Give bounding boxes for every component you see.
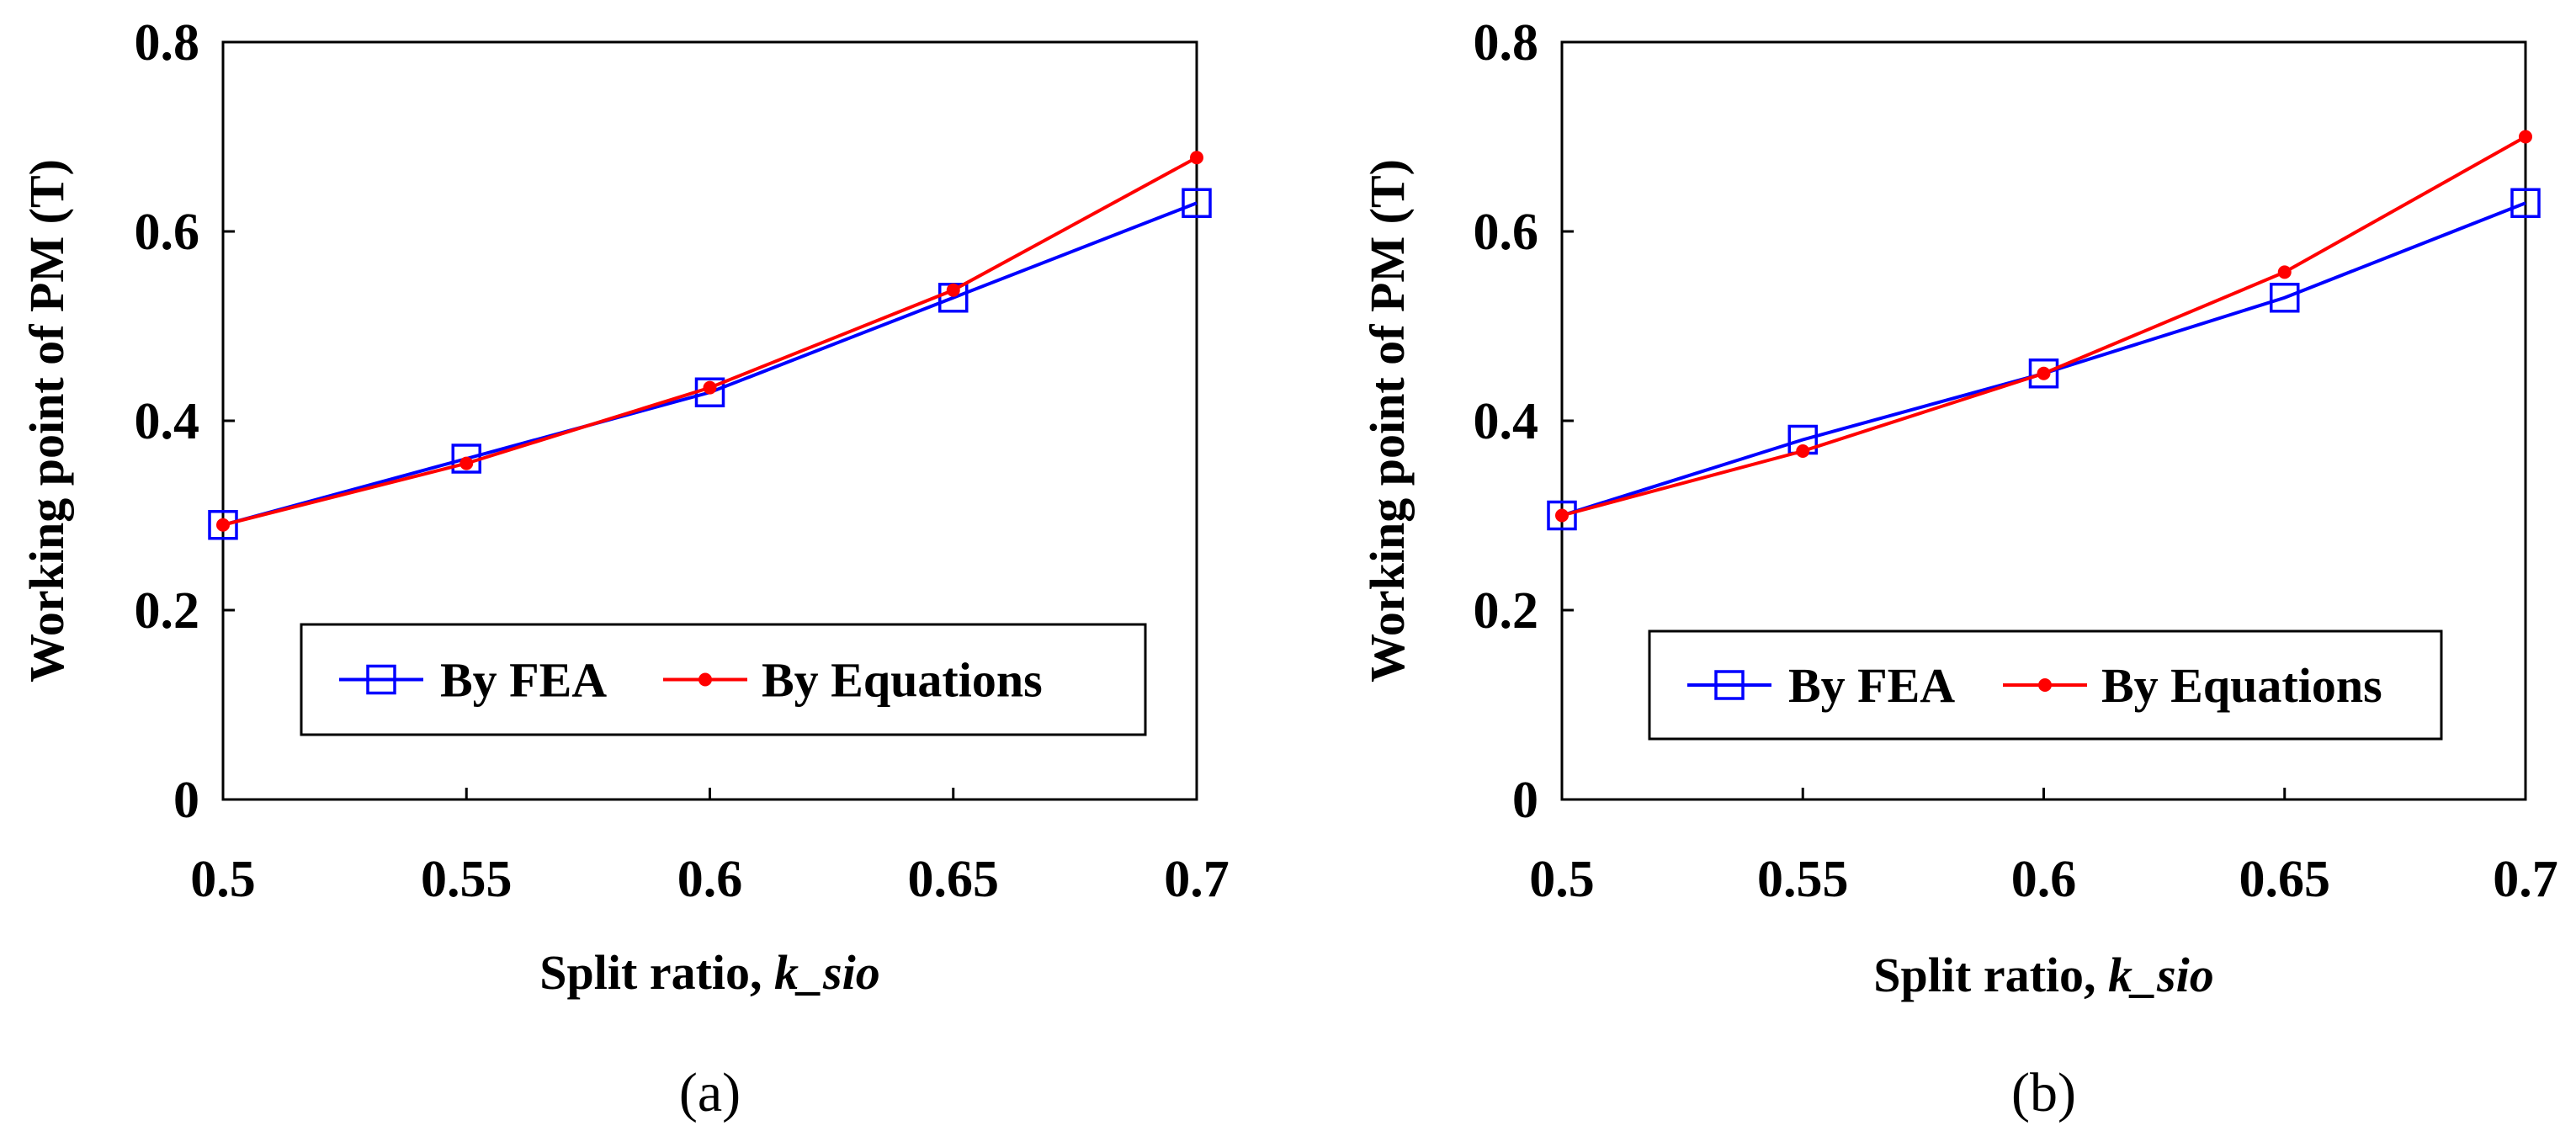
chart-a-legend-entry-equations-label: By Equations: [762, 653, 1043, 708]
chart-b-x-tick-label: 0.6: [2011, 851, 2077, 908]
chart-a-x-tick-label: 0.55: [421, 851, 513, 908]
chart-b-y-tick-label: 0: [1512, 772, 1538, 829]
chart-a-x-tick-label: 0.7: [1164, 851, 1230, 908]
chart-b-legend-entry-fea-label: By FEA: [1788, 658, 1955, 713]
chart-b-legend-entry-equations-label: By Equations: [2101, 658, 2382, 713]
chart-a-y-axis-title: Working point of PM (T): [19, 159, 74, 683]
chart-a-series-fea-line: [222, 201, 1198, 527]
chart-b-series-equations-line: [1561, 135, 2526, 518]
chart-b-series-fea-point: [1547, 500, 1577, 531]
chart-a-series-equations-point: [946, 283, 960, 297]
chart-a-y-tick-label: 0.6: [135, 204, 200, 261]
chart-b-x-tick-label: 0.7: [2493, 851, 2558, 908]
chart-b-y-axis-title: Working point of PM (T): [1360, 159, 1415, 683]
chart-a-legend: By FEA By Equations: [300, 623, 1147, 736]
chart-a-series-equations-line: [222, 156, 1198, 527]
chart-a-series-fea-point: [208, 510, 238, 540]
chart-a-y-tick-label: 0.8: [135, 14, 200, 72]
chart-b-series-equations-point: [2037, 366, 2051, 380]
chart-b-series-fea-point: [2270, 283, 2300, 313]
chart-b-y-tick-label: 0.8: [1474, 14, 1539, 72]
chart-b-series-equations-point: [2277, 265, 2292, 279]
chart-a-series-equations-point: [1190, 151, 1203, 165]
chart-a-y-tick-label: 0.2: [135, 582, 200, 640]
chart-b-y-tick-label: 0.6: [1474, 204, 1539, 261]
chart-b-x-tick-label: 0.65: [2239, 851, 2331, 908]
chart-a-series-equations-point: [216, 518, 230, 532]
chart-a-series-fea-point: [1182, 188, 1212, 218]
chart-b-panel-label: (b): [2011, 1062, 2076, 1123]
chart-b: 0 0.2 0.4 0.6 0.8 0.5 0.55 0.6 0.65 0.7 Split rati…: [1360, 14, 2558, 1123]
chart-a-series-equations-point: [703, 380, 717, 395]
chart-a-legend-entry-fea-label: By FEA: [440, 653, 607, 708]
chart-b-series-fea-point: [2028, 359, 2059, 389]
chart-b-x-tick-label: 0.55: [1757, 851, 1849, 908]
chart-a-x-axis-title: Split ratio, k_sio: [539, 945, 879, 1000]
chart-b-legend-entry-equations-marker: [2038, 678, 2052, 692]
chart-a-panel-label: (a): [679, 1062, 741, 1123]
chart-b-y-tick-label: 0.4: [1474, 393, 1539, 450]
chart-a-series-equations-point: [459, 456, 474, 470]
chart-a-x-tick-label: 0.6: [677, 851, 743, 908]
chart-a-y-tick-label: 0: [173, 772, 199, 829]
chart-a-x-tick-label: 0.5: [190, 851, 256, 908]
chart-a-legend-entry-fea-marker: [366, 664, 396, 695]
chart-a-x-tick-label: 0.65: [908, 851, 1000, 908]
chart-b-legend: By FEA By Equations: [1648, 629, 2443, 741]
chart-b-series-fea-point: [2510, 188, 2541, 218]
chart-b-legend-entry-fea-marker: [1714, 670, 1745, 700]
chart-b-series-equations-point: [1555, 508, 1569, 523]
chart-b-x-tick-label: 0.5: [1529, 851, 1595, 908]
chart-b-x-axis-title: Split ratio, k_sio: [1873, 948, 2213, 1002]
chart-b-series-equations-point: [2519, 130, 2532, 144]
chart-a-y-tick-label: 0.4: [135, 393, 200, 450]
chart-a-legend-entry-equations-marker: [698, 672, 712, 687]
chart-a: 0 0.2 0.4 0.6 0.8 0.5 0.55 0.6 0.65 0.7 Split rati…: [19, 14, 1230, 1123]
chart-b-y-tick-label: 0.2: [1474, 582, 1539, 640]
chart-b-series-equations-point: [1796, 444, 1810, 458]
